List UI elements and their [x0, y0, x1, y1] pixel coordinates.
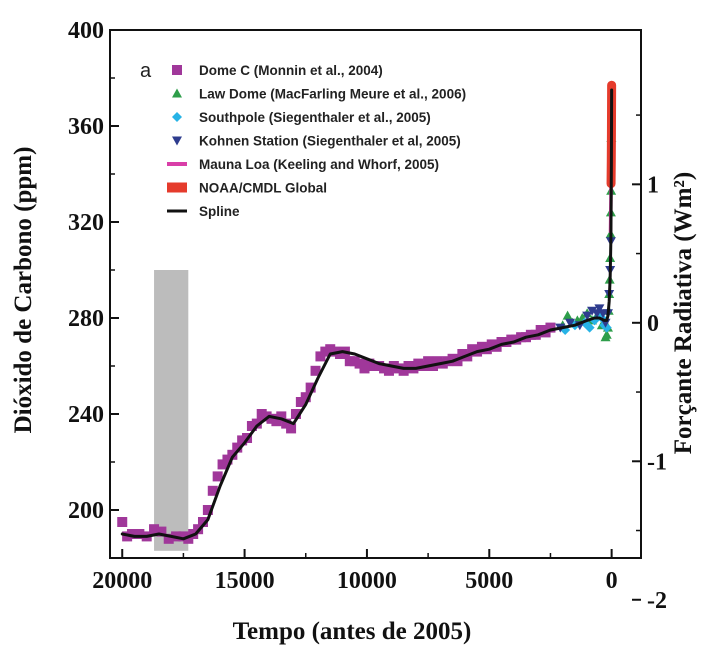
shaded-region [154, 270, 189, 551]
data-point [202, 505, 213, 515]
legend-label: Law Dome (MacFarling Meure et al., 2006) [199, 87, 466, 102]
y-tick-label: 240 [68, 402, 104, 428]
y2-axis-title: Forçante Radiativa (Wm²) [670, 172, 697, 454]
data-point [290, 409, 301, 419]
legend-label: Kohnen Station (Siegenthaler et al, 2005… [199, 134, 461, 149]
data-point [310, 365, 321, 376]
y2-tick-label: 1 [647, 172, 659, 198]
series-line [120, 88, 614, 541]
data-point [286, 423, 297, 434]
y2-tick-label: -2 [647, 588, 667, 614]
y2-tick-label: -1 [647, 449, 667, 475]
legend-swatch [172, 88, 182, 98]
legend-label: NOAA/CMDL Global [199, 181, 327, 196]
data-point [305, 382, 316, 393]
legend-swatch [172, 65, 182, 75]
legend-label: Dome C (Monnin et al., 2004) [199, 63, 383, 78]
data-point [452, 356, 463, 367]
plot-frame [109, 29, 642, 559]
data-point [276, 411, 287, 422]
legend-label: Southpole (Siegenthaler et al., 2005) [199, 110, 431, 125]
data-point [582, 311, 593, 321]
data-point [594, 304, 605, 314]
data-point [134, 529, 145, 539]
y-axis-left: 200 240 280 320 360 400 [68, 18, 119, 524]
data-point [300, 392, 311, 403]
data-point [127, 529, 138, 539]
legend-swatch [172, 136, 182, 146]
y-axis-title: Dióxido de Carbono (ppm) [10, 147, 37, 434]
series-6 [120, 88, 614, 541]
data-point [156, 526, 167, 537]
data-point [562, 310, 573, 320]
x-tick-label: 5000 [465, 568, 513, 594]
data-point [227, 449, 238, 460]
legend: Dome C (Monnin et al., 2004) Law Dome (Ma… [167, 63, 466, 219]
legend-label: Spline [199, 204, 240, 219]
y-axis-right: -2 -1 0 1 [632, 114, 667, 614]
legend-swatch [172, 112, 182, 122]
y-tick-label: 200 [68, 498, 104, 524]
data-point [207, 485, 218, 496]
x-axis-title: Tempo (antes de 2005) [233, 618, 472, 645]
y-tick-label: 320 [68, 210, 104, 236]
x-tick-label: 15000 [215, 568, 275, 594]
series-layer [117, 80, 617, 544]
data-point [545, 322, 556, 333]
y-tick-label: 360 [68, 114, 104, 140]
x-tick-label: 20000 [92, 568, 152, 594]
legend-label: Mauna Loa (Keeling and Whorf, 2005) [199, 157, 439, 172]
legend-swatch [167, 182, 187, 193]
shaded-region-layer [154, 270, 189, 551]
x-tick-label: 10000 [337, 568, 397, 594]
data-point [197, 517, 208, 527]
data-point [212, 471, 223, 482]
data-point [251, 418, 262, 429]
data-point [587, 306, 598, 316]
y-tick-label: 400 [68, 18, 104, 44]
data-point [565, 318, 576, 328]
x-axis: 20000 15000 10000 5000 0 [92, 549, 618, 594]
data-point [601, 329, 612, 339]
y-tick-label: 280 [68, 306, 104, 332]
panel-label: a [140, 60, 152, 82]
data-point [232, 442, 243, 453]
data-point [149, 524, 160, 535]
y2-tick-label: 0 [647, 311, 659, 337]
data-point [117, 517, 128, 527]
data-point [584, 322, 595, 333]
data-point [163, 533, 174, 544]
x-tick-label: 0 [606, 568, 618, 594]
